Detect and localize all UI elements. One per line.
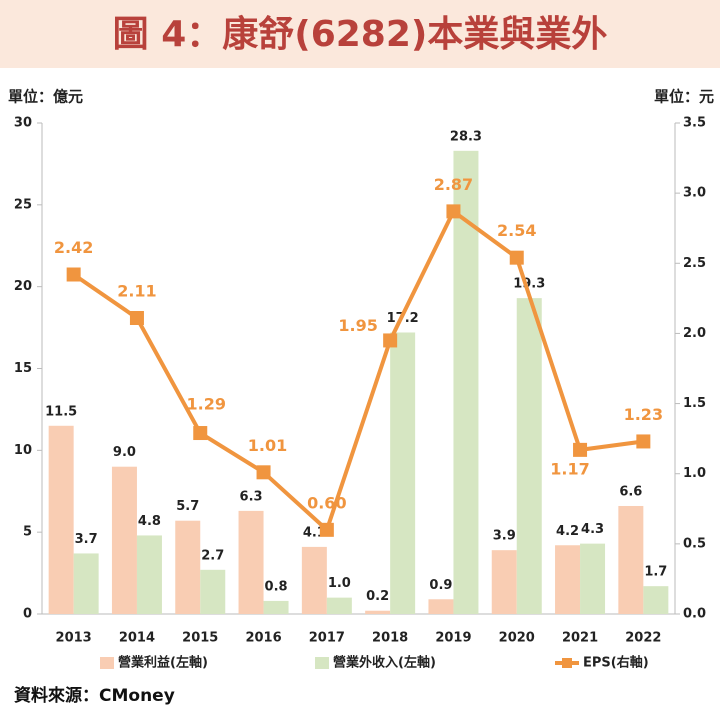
y2-tick-label: 0.0	[683, 607, 706, 622]
bar	[301, 546, 327, 614]
y-tick-label: 15	[14, 361, 32, 376]
eps-marker	[383, 333, 398, 348]
bar	[516, 298, 542, 614]
x-tick-label: 2014	[119, 631, 155, 646]
y-tick-label: 30	[14, 116, 32, 131]
y2-tick-label: 3.0	[683, 186, 706, 201]
bar	[491, 550, 517, 614]
bar-value-label: 0.2	[366, 589, 389, 604]
y2-tick-label: 0.5	[683, 536, 706, 551]
bar-value-label: 4.3	[581, 522, 604, 537]
x-tick-label: 2019	[435, 631, 471, 646]
bar	[643, 586, 669, 614]
bar	[326, 597, 352, 614]
bar-value-label: 5.7	[176, 499, 199, 514]
eps-value-label: 1.01	[248, 436, 287, 455]
x-tick-label: 2015	[182, 631, 218, 646]
x-tick-label: 2020	[499, 631, 535, 646]
bar	[365, 610, 391, 614]
legend-swatch	[100, 657, 114, 669]
bar-value-label: 4.2	[556, 524, 579, 539]
bar-value-label: 9.0	[113, 445, 136, 460]
bar	[580, 543, 606, 614]
source: 資料來源：CMoney	[14, 685, 175, 706]
legend-marker	[562, 658, 572, 668]
eps-value-label: 0.60	[307, 493, 346, 512]
eps-marker	[509, 250, 524, 265]
legend-label: 營業外收入(左軸)	[333, 655, 436, 671]
bar	[73, 553, 99, 614]
bar	[136, 535, 162, 614]
bar	[428, 599, 454, 614]
eps-marker	[573, 442, 588, 457]
bar-value-label: 6.6	[619, 484, 642, 499]
y2-tick-label: 3.5	[683, 116, 706, 131]
eps-value-label: 2.11	[117, 281, 156, 300]
y-tick-label: 25	[14, 197, 32, 212]
bar-value-label: 3.7	[75, 532, 98, 547]
y-tick-label: 20	[14, 279, 32, 294]
bar	[263, 600, 289, 614]
title-band	[0, 0, 720, 68]
bar	[111, 466, 137, 614]
eps-marker	[319, 522, 334, 537]
eps-marker	[636, 434, 651, 449]
bar	[238, 510, 264, 614]
bar-value-label: 0.8	[265, 579, 288, 594]
chart-title: 圖 4：康舒(6282)本業與業外	[113, 13, 608, 55]
bar	[618, 505, 644, 614]
bar-value-label: 0.9	[429, 578, 452, 593]
bar	[555, 545, 581, 614]
x-tick-label: 2016	[245, 631, 281, 646]
legend-label: 營業利益(左軸)	[118, 655, 208, 671]
y-unit: 單位：億元	[8, 88, 83, 106]
bar	[390, 332, 416, 614]
eps-value-label: 2.87	[434, 175, 473, 194]
eps-marker	[446, 204, 461, 219]
bar-value-label: 1.7	[644, 565, 667, 580]
y2-tick-label: 2.0	[683, 326, 706, 341]
eps-value-label: 2.54	[497, 221, 536, 240]
bar-value-label: 4.8	[138, 514, 161, 529]
y2-tick-label: 1.5	[683, 396, 706, 411]
x-tick-label: 2021	[562, 631, 598, 646]
bar-value-label: 6.3	[240, 489, 263, 504]
eps-value-label: 1.29	[187, 395, 226, 414]
x-tick-label: 2018	[372, 631, 408, 646]
y2-tick-label: 1.0	[683, 466, 706, 481]
eps-marker	[256, 465, 271, 480]
y-tick-label: 10	[14, 443, 32, 458]
eps-value-label: 1.17	[550, 459, 589, 478]
x-tick-label: 2017	[309, 631, 345, 646]
bar-value-label: 28.3	[450, 129, 482, 144]
bar-value-label: 1.0	[328, 576, 351, 591]
bar-value-label: 19.3	[513, 277, 545, 292]
eps-marker	[193, 426, 208, 441]
y-tick-label: 0	[23, 607, 32, 622]
eps-line	[72, 208, 644, 534]
bar-value-label: 11.5	[45, 404, 77, 419]
x-tick-label: 2022	[625, 631, 661, 646]
eps-value-label: 2.42	[54, 238, 93, 257]
legend-label: EPS(右軸)	[583, 655, 649, 671]
legend-swatch	[315, 657, 329, 669]
y-tick-label: 5	[23, 525, 32, 540]
bar	[48, 425, 74, 614]
eps-value-label: 1.23	[624, 405, 663, 424]
y2-tick-label: 2.5	[683, 256, 706, 271]
bar-value-label: 3.9	[493, 529, 516, 544]
bar	[200, 569, 226, 614]
bar	[175, 520, 201, 614]
eps-marker	[66, 267, 81, 282]
x-tick-label: 2013	[56, 631, 92, 646]
bar-value-label: 2.7	[201, 548, 224, 563]
eps-value-label: 1.95	[338, 316, 377, 335]
eps-marker	[129, 310, 144, 325]
y2-unit: 單位：元	[654, 88, 714, 106]
